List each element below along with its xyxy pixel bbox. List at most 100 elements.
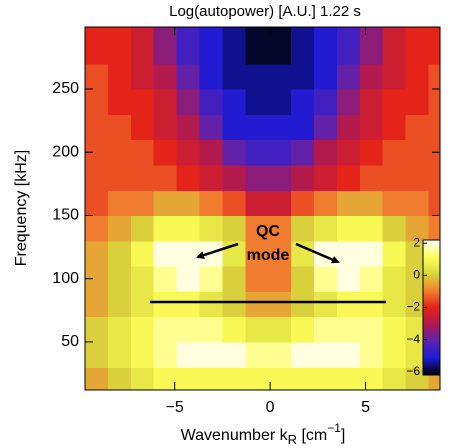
heatmap-cell [382, 139, 407, 166]
heatmap-cell [245, 291, 269, 318]
heatmap-cell [176, 88, 201, 115]
heatmap-cell [359, 164, 384, 191]
heatmap-cell [107, 316, 132, 343]
heatmap-cell [222, 27, 246, 65]
heatmap-cell [85, 164, 109, 191]
heatmap-cell [268, 63, 292, 90]
x-axis-label-part: [cm [297, 427, 327, 444]
heatmap-cell [222, 139, 246, 166]
chart-title: Log(autopower) [A.U.] 1.22 s [169, 3, 361, 20]
x-tick-label: 0 [266, 399, 275, 416]
heatmap-cell [428, 215, 441, 242]
heatmap-cell [153, 316, 178, 343]
heatmap-cell [336, 215, 361, 242]
heatmap-cell [268, 316, 292, 343]
heatmap-cell [107, 291, 132, 318]
heatmap-cell [336, 240, 361, 267]
heatmap-cell [85, 88, 109, 115]
heatmap-cell [176, 341, 201, 368]
heatmap-cell [130, 367, 155, 391]
heatmap-cell [245, 240, 269, 267]
heatmap-cell [428, 63, 441, 90]
heatmap-cell [359, 27, 384, 65]
heatmap-cell [222, 88, 246, 115]
heatmap-cell [382, 164, 407, 191]
heatmap-cell [153, 63, 178, 90]
heatmap-cell [336, 63, 361, 90]
heatmap-cell [359, 215, 384, 242]
heatmap-cell [130, 88, 155, 115]
heatmap-cell [405, 27, 430, 65]
heatmap-cell [153, 27, 178, 65]
heatmap-cell [336, 139, 361, 166]
heatmap-cell [359, 114, 384, 141]
heatmap-cell [405, 164, 430, 191]
heatmap-cell [314, 190, 338, 217]
x-axis-label-part: R [288, 432, 297, 447]
heatmap-cell [291, 266, 315, 292]
heatmap-cell [107, 114, 132, 141]
heatmap-cell [268, 139, 292, 166]
heatmap-cell [199, 63, 224, 90]
heatmap-cell [85, 266, 109, 292]
heatmap-cell [222, 114, 246, 141]
heatmap-cell [405, 139, 430, 166]
heatmap-cell [291, 139, 315, 166]
plot-frame [84, 26, 441, 391]
heatmap-cell [268, 367, 292, 391]
heatmap-cell [405, 215, 430, 242]
heatmap-cell [268, 88, 292, 115]
heatmap-cell [314, 88, 338, 115]
annotation: mode [247, 247, 290, 264]
heatmap-cell [130, 190, 155, 217]
heatmap-cell [130, 114, 155, 141]
heatmap-cell [176, 190, 201, 217]
heatmap-cell [245, 316, 269, 343]
heatmap-cell [314, 27, 338, 65]
heatmap-cell [291, 341, 315, 368]
heatmap-cell [245, 266, 269, 292]
heatmap-cell [336, 341, 361, 368]
heatmap-cell [291, 240, 315, 267]
heatmap-cell [153, 291, 178, 318]
heatmap-cell [428, 27, 441, 65]
heatmap-cell [85, 215, 109, 242]
heatmap-cell [405, 88, 430, 115]
heatmap-cell [336, 27, 361, 65]
heatmap-cell [130, 164, 155, 191]
heatmap-cell [314, 139, 338, 166]
heatmap-cell [359, 341, 384, 368]
heatmap-cell [130, 291, 155, 318]
heatmap-cell [314, 164, 338, 191]
heatmap-cell [291, 316, 315, 343]
heatmap-cell [222, 291, 246, 318]
heatmap-cell [222, 367, 246, 391]
heatmap-cell [176, 27, 201, 65]
heatmap-cell [405, 63, 430, 90]
x-axis-label-part: −1 [327, 421, 341, 435]
heatmap-cell [359, 190, 384, 217]
x-axis-label-part: ] [341, 427, 345, 444]
heatmap-cell [130, 27, 155, 65]
heatmap-cell [222, 164, 246, 191]
heatmap-cell [359, 367, 384, 391]
heatmap-cell [428, 190, 441, 217]
heatmap-cell [176, 164, 201, 191]
heatmap-cell [245, 27, 269, 65]
heatmap-cell [85, 367, 109, 391]
heatmap-cell [130, 240, 155, 267]
annotation: QC [256, 223, 280, 240]
heatmap-cell [222, 190, 246, 217]
heatmap-cell [359, 63, 384, 90]
heatmap-cell [336, 88, 361, 115]
heatmap-cell [85, 190, 109, 217]
heatmap-cell [428, 114, 441, 141]
heatmap-cell [336, 316, 361, 343]
heatmap-cell [268, 341, 292, 368]
y-axis-label: Frequency [kHz] [13, 150, 30, 266]
heatmap-cell [130, 341, 155, 368]
colorbar-tick-label: −6 [406, 364, 420, 378]
heatmap-cell [85, 114, 109, 141]
heatmap-cell [85, 240, 109, 267]
y-tick-label: 200 [52, 143, 79, 160]
